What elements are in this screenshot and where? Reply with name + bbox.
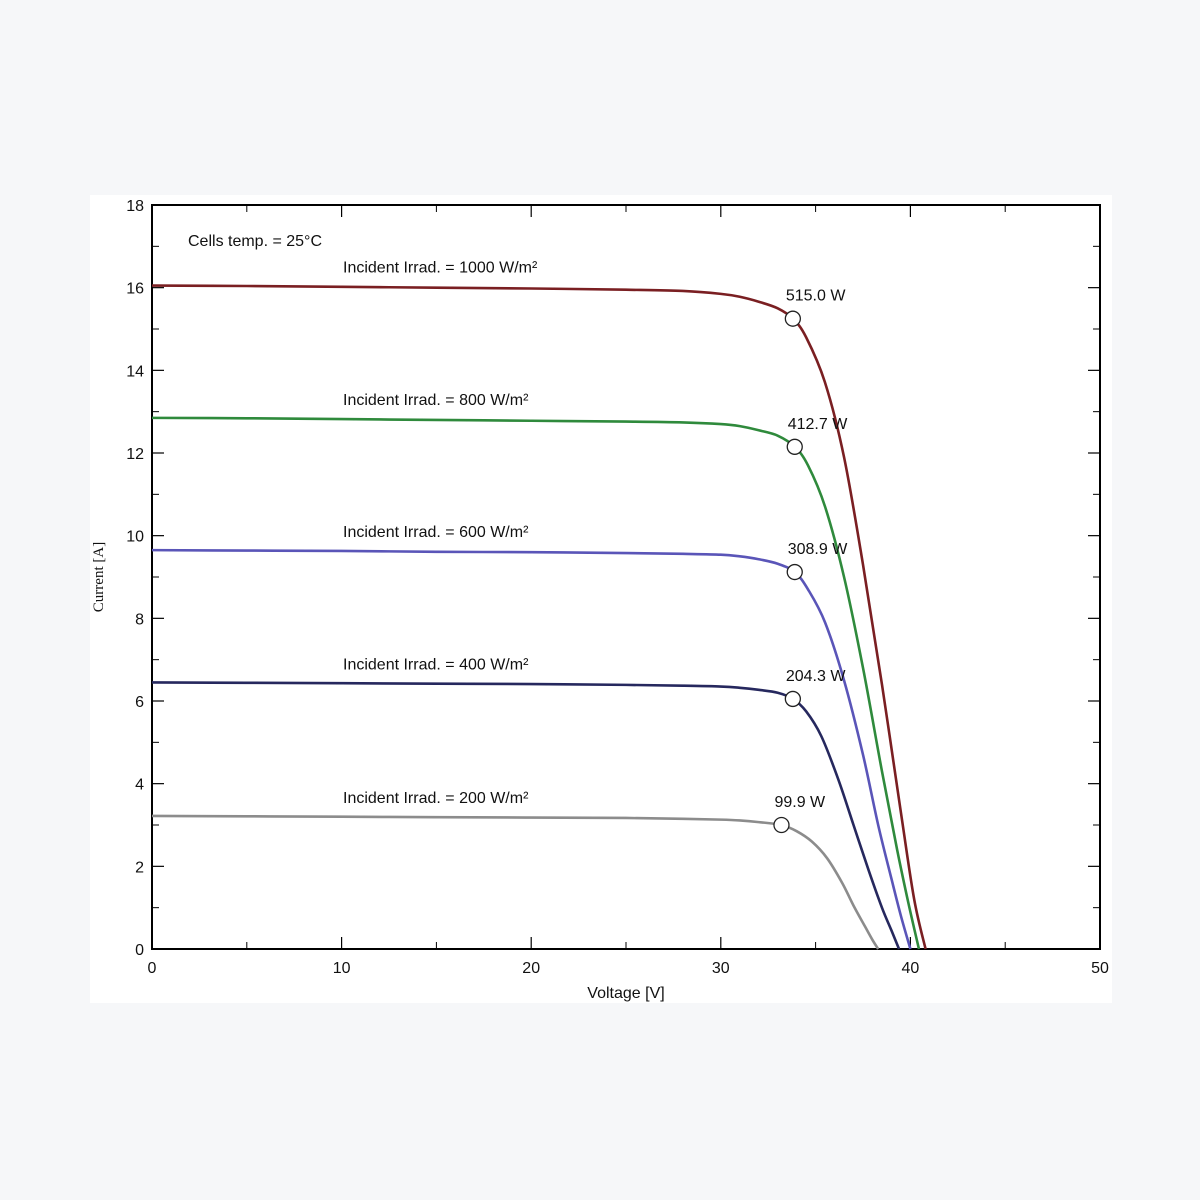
x-tick-label: 40 [902, 960, 920, 977]
mpp-power-label: 204.3 W [786, 668, 846, 685]
y-tick-label: 8 [135, 611, 144, 628]
mpp-power-label: 308.9 W [788, 541, 848, 558]
y-tick-label: 2 [135, 859, 144, 876]
y-tick-label: 4 [135, 777, 144, 794]
series-name-label: Incident Irrad. = 200 W/m² [343, 790, 529, 807]
y-tick-label: 6 [135, 694, 144, 711]
mpp-marker [786, 438, 803, 455]
y-tick-label: 0 [135, 942, 144, 959]
series-group: Incident Irrad. = 400 W/m² 204.3 W [151, 656, 901, 950]
series-group: Incident Irrad. = 800 W/m² 412.7 W [151, 392, 921, 950]
series-group: Incident Irrad. = 600 W/m² 308.9 W [151, 524, 912, 950]
mpp-marker [773, 816, 790, 834]
y-tick-label: 14 [126, 363, 144, 380]
series-line [151, 416, 921, 950]
series-line [151, 681, 901, 950]
x-tick-label: 30 [712, 960, 730, 977]
series-line [151, 548, 912, 950]
labels-layer: Cells temp. = 25°C Voltage [V] Current [… [91, 233, 665, 1002]
y-tick-label: 10 [126, 529, 144, 546]
x-tick-label: 50 [1091, 960, 1109, 977]
y-axis-title: Current [A] [91, 542, 107, 612]
mpp-marker [786, 563, 803, 581]
mpp-power-label: 99.9 W [774, 794, 826, 811]
mpp-power-label: 515.0 W [786, 288, 846, 305]
mpp-power-label: 412.7 W [788, 416, 848, 433]
series-name-label: Incident Irrad. = 400 W/m² [343, 656, 529, 673]
series-name-label: Incident Irrad. = 800 W/m² [343, 392, 529, 409]
y-tick-label: 12 [126, 446, 144, 463]
series-name-label: Incident Irrad. = 600 W/m² [343, 524, 529, 541]
mpp-marker [784, 310, 801, 327]
x-tick-label: 0 [148, 960, 157, 977]
x-axis-title: Voltage [V] [587, 985, 664, 1002]
series-line [151, 814, 880, 950]
chart-figure [90, 195, 1112, 1003]
axes-layer: 0 10 20 30 40 50 0 2 4 6 8 10 12 14 16 18 [126, 198, 1109, 977]
x-tick-label: 10 [333, 960, 351, 977]
y-tick-label: 16 [126, 281, 144, 298]
x-tick-label: 20 [522, 960, 540, 977]
series-name-label: Incident Irrad. = 1000 W/m² [343, 260, 538, 277]
series-group: Incident Irrad. = 1000 W/m² 515.0 W [151, 260, 927, 950]
y-tick-label: 18 [126, 198, 144, 215]
plot-frame [151, 204, 1101, 950]
series-line [151, 284, 927, 950]
mpp-marker [784, 690, 801, 708]
cells-temp-note: Cells temp. = 25°C [188, 233, 322, 250]
series-group: Incident Irrad. = 200 W/m² 99.9 W [151, 790, 880, 950]
